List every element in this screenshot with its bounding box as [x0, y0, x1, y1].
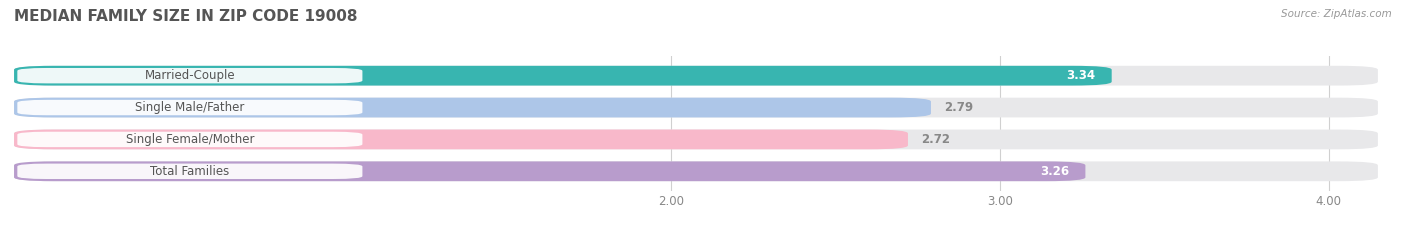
FancyBboxPatch shape: [17, 132, 363, 147]
FancyBboxPatch shape: [14, 66, 1378, 86]
FancyBboxPatch shape: [14, 161, 1085, 181]
Text: MEDIAN FAMILY SIZE IN ZIP CODE 19008: MEDIAN FAMILY SIZE IN ZIP CODE 19008: [14, 9, 357, 24]
FancyBboxPatch shape: [14, 130, 1378, 149]
FancyBboxPatch shape: [14, 66, 1112, 86]
FancyBboxPatch shape: [14, 130, 908, 149]
Text: 3.34: 3.34: [1066, 69, 1095, 82]
Text: 3.26: 3.26: [1040, 165, 1069, 178]
Text: Total Families: Total Families: [150, 165, 229, 178]
FancyBboxPatch shape: [14, 98, 931, 117]
Text: Source: ZipAtlas.com: Source: ZipAtlas.com: [1281, 9, 1392, 19]
FancyBboxPatch shape: [14, 98, 1378, 117]
FancyBboxPatch shape: [17, 100, 363, 115]
Text: Single Male/Father: Single Male/Father: [135, 101, 245, 114]
Text: 2.79: 2.79: [943, 101, 973, 114]
Text: Single Female/Mother: Single Female/Mother: [125, 133, 254, 146]
FancyBboxPatch shape: [17, 68, 363, 83]
Text: Married-Couple: Married-Couple: [145, 69, 235, 82]
Text: 2.72: 2.72: [921, 133, 950, 146]
FancyBboxPatch shape: [17, 164, 363, 179]
FancyBboxPatch shape: [14, 161, 1378, 181]
